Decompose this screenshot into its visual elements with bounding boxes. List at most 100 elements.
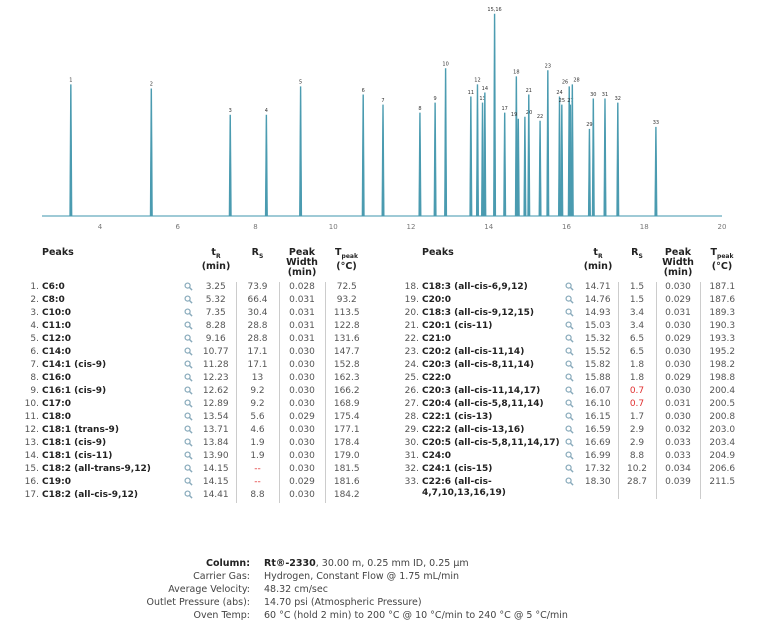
peak-number: 24. — [404, 360, 419, 370]
peak-width: 0.033 — [655, 451, 700, 464]
peak-temperature: 179.0 — [324, 451, 368, 464]
magnifier-icon[interactable] — [180, 386, 196, 399]
magnifier-icon[interactable] — [560, 425, 578, 438]
magnifier-icon[interactable] — [560, 386, 578, 399]
peak-temperature: 193.3 — [699, 334, 744, 347]
compound-name: C18:1 (cis-11) — [42, 451, 113, 461]
magnifier-icon[interactable] — [180, 490, 196, 503]
magnifier-icon[interactable] — [560, 295, 578, 308]
table-row: 22. C21:0 15.32 6.5 0.029 193.3 — [392, 334, 744, 347]
table-row: 19. C20:0 14.76 1.5 0.029 187.6 — [392, 295, 744, 308]
peak-width: 0.029 — [278, 412, 325, 425]
peak — [546, 70, 550, 217]
magnifier-icon[interactable] — [180, 438, 196, 451]
magnifier-icon[interactable] — [560, 321, 578, 334]
magnifier-icon[interactable] — [560, 451, 578, 464]
peaks-table-left: Peaks tR (min) RS Peak Width (min) Tpeak (°C) 1. C… — [14, 248, 368, 503]
magnifier-icon[interactable] — [560, 399, 578, 412]
peak-label: 2 — [150, 82, 153, 88]
magnifier-icon[interactable] — [560, 308, 578, 321]
compound-name: C22:0 — [422, 373, 451, 383]
peak-label: 9 — [434, 96, 437, 102]
magnifier-icon[interactable] — [560, 373, 578, 386]
magnifier-icon[interactable] — [180, 360, 196, 373]
peak-label: 28 — [573, 78, 579, 84]
compound-name: C14:0 — [42, 347, 71, 357]
peak — [538, 120, 542, 217]
header-tpeak-sub: peak — [717, 252, 734, 260]
peak-number: 15. — [24, 464, 39, 474]
compound-name: C21:0 — [422, 334, 451, 344]
peak-number: 16. — [24, 477, 39, 487]
peak — [603, 98, 607, 217]
peak — [558, 96, 562, 217]
peak-temperature: 181.5 — [324, 464, 368, 477]
magnifier-icon[interactable] — [180, 295, 196, 308]
peak — [616, 102, 620, 217]
magnifier-icon[interactable] — [180, 282, 196, 295]
peak — [228, 114, 232, 217]
header-peaks: Peaks — [42, 247, 74, 258]
table-row: 31. C24:0 16.99 8.8 0.033 204.9 — [392, 451, 744, 464]
peak-width: 0.039 — [655, 477, 700, 499]
magnifier-icon[interactable] — [180, 347, 196, 360]
compound-name: C16:0 — [42, 373, 71, 383]
magnifier-icon[interactable] — [560, 334, 578, 347]
peak-temperature: 131.6 — [324, 334, 368, 347]
retention-time: 16.69 — [584, 438, 611, 448]
peak-width: 0.030 — [655, 386, 700, 399]
peak-temperature: 93.2 — [324, 295, 368, 308]
peak — [469, 96, 473, 217]
peak-label: 26 — [562, 80, 568, 86]
retention-time: 14.71 — [584, 282, 611, 292]
magnifier-icon[interactable] — [560, 360, 578, 373]
magnifier-icon[interactable] — [180, 425, 196, 438]
magnifier-icon[interactable] — [560, 477, 578, 499]
peak-temperature: 177.1 — [324, 425, 368, 438]
resolution: 8.8 — [617, 451, 656, 464]
magnifier-icon[interactable] — [560, 438, 578, 451]
peak — [483, 92, 487, 217]
magnifier-icon[interactable] — [180, 477, 196, 490]
condition-row: Oven Temp: 60 °C (hold 2 min) to 200 °C @… — [100, 610, 567, 623]
peak-label: 5 — [299, 80, 302, 86]
peak — [654, 126, 658, 217]
header-rs-sub: S — [638, 252, 643, 260]
header-tpeak: Tpeak (°C) — [325, 248, 368, 282]
magnifier-icon[interactable] — [560, 464, 578, 477]
magnifier-icon[interactable] — [180, 399, 196, 412]
table-row: 26. C20:3 (all-cis-11,14,17) 16.07 0.7 0.030… — [392, 386, 744, 399]
magnifier-icon[interactable] — [180, 308, 196, 321]
peak-temperature: 181.6 — [324, 477, 368, 490]
header-width-2: Width — [662, 257, 694, 268]
peak-width: 0.030 — [278, 373, 325, 386]
magnifier-icon[interactable] — [180, 373, 196, 386]
table-row: 20. C18:3 (all-cis-9,12,15) 14.93 3.4 0.031 1… — [392, 308, 744, 321]
magnifier-icon[interactable] — [180, 464, 196, 477]
peak-width: 0.032 — [655, 425, 700, 438]
peak — [560, 104, 564, 217]
retention-time: 15.82 — [584, 360, 611, 370]
compound-name: C20:2 (all-cis-11,14) — [422, 347, 525, 357]
magnifier-icon[interactable] — [560, 412, 578, 425]
peak-number: 23. — [404, 347, 419, 357]
magnifier-icon[interactable] — [180, 412, 196, 425]
peak — [264, 114, 268, 217]
magnifier-icon[interactable] — [560, 282, 578, 295]
resolution: 2.9 — [617, 438, 656, 451]
peak-label: 10 — [442, 62, 448, 68]
peak-temperature: 203.4 — [699, 438, 744, 451]
magnifier-icon[interactable] — [180, 334, 196, 347]
peak-label: 8 — [418, 106, 421, 112]
peak-temperature: 206.6 — [699, 464, 744, 477]
resolution: 9.2 — [235, 399, 279, 412]
compound-name: C20:3 (all-cis-8,11,14) — [422, 360, 534, 370]
header-rs: RS — [236, 248, 279, 282]
peak-number: 30. — [404, 438, 419, 448]
table-row: 13. C18:1 (cis-9) 13.84 1.9 0.030 178.4 — [14, 438, 368, 451]
condition-label: Oven Temp: — [193, 610, 250, 621]
magnifier-icon[interactable] — [560, 347, 578, 360]
table-row: 2. C8:0 5.32 66.4 0.031 93.2 — [14, 295, 368, 308]
magnifier-icon[interactable] — [180, 321, 196, 334]
magnifier-icon[interactable] — [180, 451, 196, 464]
